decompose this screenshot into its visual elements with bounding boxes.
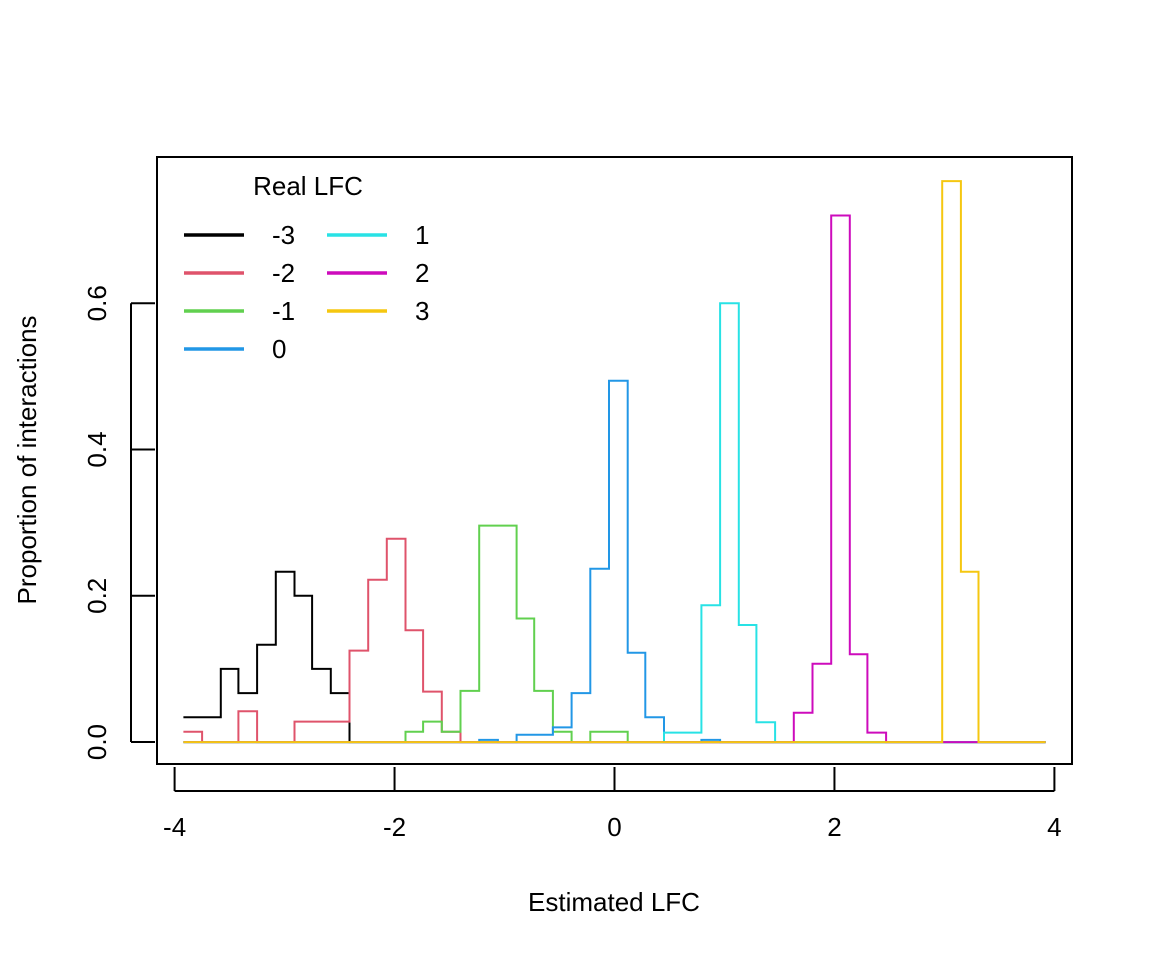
plot-frame bbox=[156, 156, 1073, 765]
legend-label: 2 bbox=[415, 258, 429, 288]
x-tick-label: 2 bbox=[827, 812, 841, 842]
series-line-0 bbox=[183, 379, 1046, 744]
x-tick-label: 4 bbox=[1047, 812, 1061, 842]
legend-label: -2 bbox=[272, 258, 295, 288]
x-tick-label: 0 bbox=[607, 812, 621, 842]
series-line-1 bbox=[183, 302, 1046, 744]
y-axis-label: Proportion of interactions bbox=[12, 315, 42, 604]
series-line-3 bbox=[183, 180, 1046, 744]
y-tick-label: 0.0 bbox=[82, 724, 112, 760]
x-axis-label: Estimated LFC bbox=[528, 887, 700, 917]
y-tick-label: 0.2 bbox=[82, 578, 112, 614]
series-line--3 bbox=[183, 570, 1046, 744]
legend-label: 3 bbox=[415, 296, 429, 326]
legend-label: -1 bbox=[272, 296, 295, 326]
legend-label: 0 bbox=[272, 334, 286, 364]
y-tick-label: 0.6 bbox=[82, 285, 112, 321]
series-layer bbox=[183, 180, 1046, 744]
x-axis: -4 -2 0 2 4 bbox=[163, 767, 1062, 842]
y-tick-label: 0.4 bbox=[82, 431, 112, 467]
legend: Real LFC -3 -2 -1 0 1 2 3 bbox=[184, 171, 429, 364]
x-tick-label: -2 bbox=[383, 812, 406, 842]
y-axis: 0.0 0.2 0.4 0.6 bbox=[82, 285, 155, 760]
legend-label: -3 bbox=[272, 220, 295, 250]
legend-title: Real LFC bbox=[253, 171, 363, 201]
legend-label: 1 bbox=[415, 220, 429, 250]
x-tick-label: -4 bbox=[163, 812, 186, 842]
